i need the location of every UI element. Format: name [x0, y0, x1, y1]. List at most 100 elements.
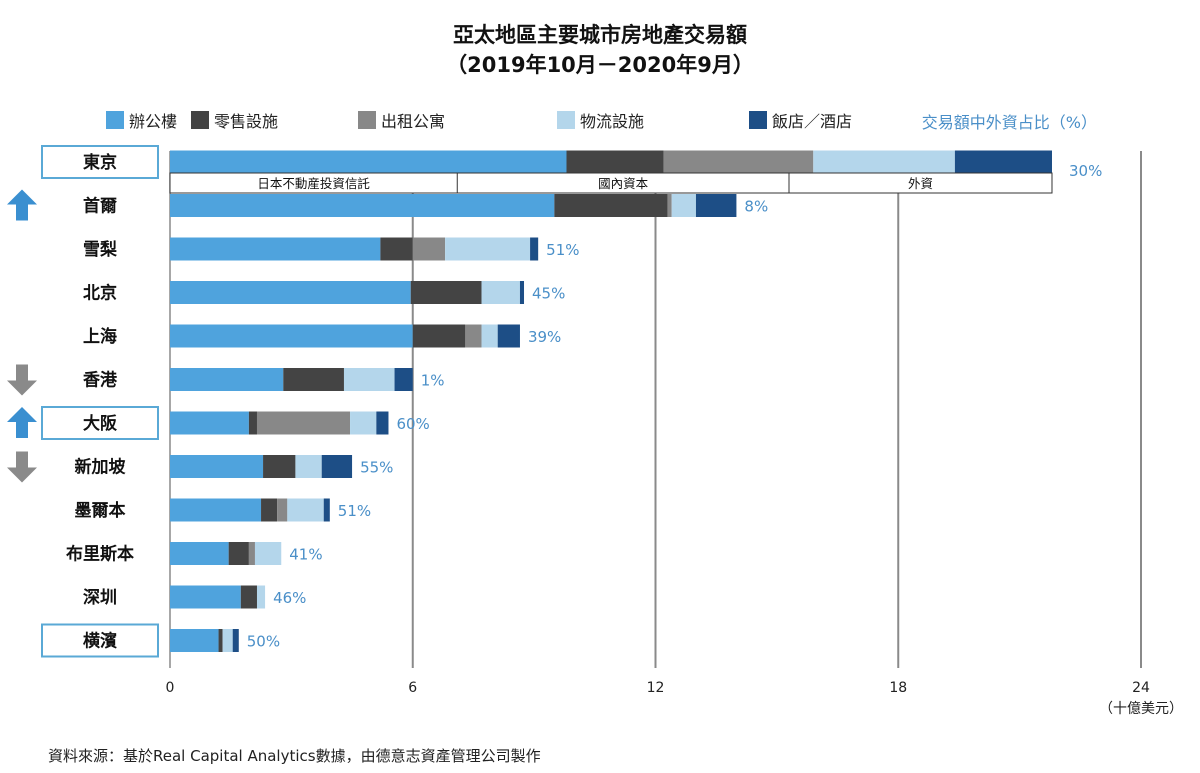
city-label: 香港: [83, 370, 118, 391]
city-label: 大阪: [83, 413, 117, 434]
bars: [170, 150, 1052, 652]
foreign-share-header: 交易額中外資占比（%）: [922, 113, 1097, 132]
foreign-share-label: 51%: [338, 502, 371, 520]
city-label: 布里斯本: [66, 544, 134, 565]
down-arrow-icon: [7, 364, 37, 396]
foreign-share-label: 39%: [528, 328, 561, 346]
up-arrow-icon: [7, 189, 37, 221]
legend-label: 出租公寓: [381, 112, 445, 131]
down-arrow-icon: [7, 451, 37, 483]
bar-segment: [380, 237, 413, 261]
bar-segment: [170, 281, 411, 304]
city-label-box: [41, 145, 159, 179]
bar-segment: [170, 498, 262, 522]
bar-segment: [170, 194, 555, 217]
foreign-share-label: 41%: [289, 546, 322, 564]
bar-segment: [287, 498, 324, 522]
bar-segment: [283, 368, 344, 391]
bar-segment: [218, 629, 223, 652]
bar-segment: [323, 498, 330, 522]
bar-segment: [376, 411, 389, 435]
chart-subtitle: （2019年10月－2020年9月）: [446, 53, 754, 77]
bar-segment: [394, 368, 413, 391]
bar-segment: [248, 411, 257, 435]
chart-title: 亞太地區主要城市房地產交易額: [453, 23, 747, 47]
foreign-share-label: 8%: [744, 198, 768, 216]
bar-segment: [445, 237, 531, 261]
gridlines: [169, 151, 1142, 668]
bar-segment: [170, 237, 381, 261]
bar-segment: [954, 150, 1052, 174]
bar-segment: [170, 368, 284, 391]
bar-segment: [481, 281, 520, 304]
foreign-share-label: 1%: [421, 372, 445, 390]
city-label: 雪梨: [83, 239, 118, 260]
tokyo-breakdown-label: 外資: [908, 176, 933, 191]
bar-segment: [240, 585, 257, 609]
x-tick-label: 6: [408, 680, 417, 696]
up-arrow-icon: [7, 407, 37, 438]
foreign-share-label: 55%: [360, 459, 393, 477]
legend-label: 物流設施: [580, 112, 644, 131]
bar-segment: [232, 629, 239, 652]
bar-segment: [248, 542, 255, 565]
tokyo-breakdown-box: [169, 172, 1053, 194]
bar-segment: [170, 542, 229, 565]
city-label: 深圳: [83, 587, 117, 608]
bar-segment: [497, 324, 520, 348]
bar-segment: [410, 281, 482, 304]
bar-segment: [256, 585, 266, 609]
city-label: 北京: [83, 283, 117, 304]
bar-segment: [350, 411, 377, 435]
bar-segment: [519, 281, 525, 304]
foreign-share-labels: 30% 8% 51% 45% 39% 1% 60% 55% 51% 41% 46% 50%: [247, 162, 1103, 651]
tokyo-breakdown-label: 國內資本: [598, 176, 649, 191]
city-label: 上海: [83, 326, 117, 347]
bar-segment: [295, 455, 322, 478]
bar-segment: [170, 629, 219, 652]
bar-segment: [343, 368, 395, 391]
foreign-share-label: 50%: [247, 633, 280, 651]
foreign-share-label: 46%: [273, 589, 306, 607]
bar-segment: [222, 629, 233, 652]
bar-segment: [813, 150, 955, 174]
bar-segment: [554, 194, 668, 217]
legend-swatch: [557, 111, 575, 129]
bar-segment: [263, 455, 296, 478]
bar-segment: [170, 150, 567, 174]
city-label-box: [41, 406, 159, 440]
bar-segment: [412, 237, 446, 261]
legend-swatch: [749, 111, 767, 129]
bar-segment: [256, 411, 351, 435]
city-label: 東京: [83, 152, 117, 173]
city-label: 横濱: [83, 631, 117, 652]
bar-segment: [254, 542, 282, 565]
x-axis-unit: （十億美元）: [1099, 701, 1183, 717]
source-note: 資料來源：基於Real Capital Analytics數據，由德意志資產管理…: [48, 747, 541, 765]
x-tick-label: 12: [647, 680, 665, 696]
x-tick-label: 24: [1132, 680, 1150, 696]
bar-segment: [170, 324, 413, 348]
city-label: 墨爾本: [75, 500, 126, 521]
bar-segment: [321, 455, 353, 478]
bar-segment: [170, 585, 241, 609]
foreign-share-label: 60%: [396, 415, 429, 433]
bar-segment: [228, 542, 249, 565]
foreign-share-label: 51%: [546, 241, 579, 259]
bar-segment: [566, 150, 664, 174]
legend-swatch: [191, 111, 209, 129]
bar-segment: [412, 324, 466, 348]
foreign-share-label: 30%: [1069, 162, 1102, 180]
bar-segment: [170, 411, 249, 435]
bar-segment: [261, 498, 278, 522]
bar-segment: [530, 237, 539, 261]
legend-swatch: [106, 111, 124, 129]
x-tick-label: 0: [166, 680, 175, 696]
bar-segment: [667, 194, 672, 217]
city-label: 首爾: [83, 196, 117, 217]
bar-segment: [465, 324, 482, 348]
x-axis-ticks: 0 6 12 18 24: [166, 680, 1150, 696]
city-label-box: [41, 623, 159, 658]
